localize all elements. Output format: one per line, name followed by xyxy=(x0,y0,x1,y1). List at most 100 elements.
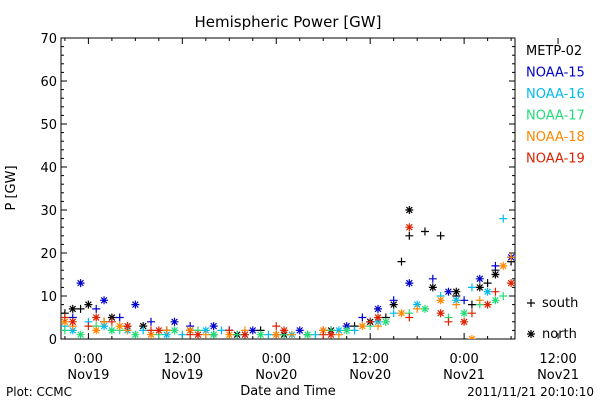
point-south-noaa-15 xyxy=(570,210,578,218)
point-south-noaa-19 xyxy=(107,317,116,326)
plot-frame xyxy=(60,37,516,340)
x-tick-time-label: 0:00 xyxy=(450,352,479,367)
point-south-noaa-19 xyxy=(467,309,476,318)
y-tick-label: 50 xyxy=(40,118,57,133)
point-south-noaa-16 xyxy=(178,330,187,339)
point-north-metp-02 xyxy=(84,300,93,309)
point-north-noaa-17 xyxy=(107,326,116,335)
point-north-noaa-19 xyxy=(436,309,445,318)
point-south-noaa-15 xyxy=(554,232,562,240)
y-tick-label: 60 xyxy=(40,75,57,90)
point-north-noaa-15 xyxy=(374,304,383,313)
series-noaa-19 xyxy=(61,223,586,339)
legend-entry-noaa-18: NOAA-18 xyxy=(526,130,585,145)
series-noaa-18 xyxy=(61,245,586,339)
point-south-noaa-18 xyxy=(374,322,383,331)
point-north-noaa-18 xyxy=(92,326,101,335)
data-marks xyxy=(61,185,600,339)
point-south-noaa-16 xyxy=(264,330,273,339)
point-south-noaa-19 xyxy=(491,287,500,296)
point-north-noaa-18 xyxy=(319,326,328,335)
point-north-noaa-18 xyxy=(272,330,281,339)
point-south-noaa-18 xyxy=(100,317,109,326)
point-north-noaa-19 xyxy=(280,326,289,335)
point-south-noaa-19 xyxy=(147,326,156,335)
series-noaa-15 xyxy=(68,185,600,339)
point-north-noaa-15 xyxy=(342,322,351,331)
point-north-noaa-16 xyxy=(162,330,171,339)
legend-entry-noaa-19: NOAA-19 xyxy=(526,152,585,167)
series-noaa-16 xyxy=(61,209,600,339)
point-south-noaa-19 xyxy=(366,317,375,326)
point-south-noaa-16 xyxy=(523,258,531,266)
x-tick-date-label: Nov20 xyxy=(255,368,297,383)
point-north-noaa-19 xyxy=(374,313,383,322)
point-north-noaa-16 xyxy=(68,326,77,335)
x-tick-date-label: Nov20 xyxy=(349,368,391,383)
point-north-noaa-19 xyxy=(578,240,586,248)
point-north-noaa-17 xyxy=(170,326,179,335)
point-south-metp-02 xyxy=(538,223,546,231)
y-tick-label: 70 xyxy=(40,32,57,47)
x-tick-date-label: Nov19 xyxy=(161,368,203,383)
legend-marker-plus-icon xyxy=(527,299,535,307)
point-north-noaa-15 xyxy=(248,326,257,335)
point-south-noaa-18 xyxy=(452,300,461,309)
footer-source: Plot: CCMC xyxy=(6,385,72,399)
point-north-noaa-19 xyxy=(193,330,202,339)
point-north-noaa-18 xyxy=(225,330,234,339)
point-north-metp-02 xyxy=(428,283,437,292)
point-north-noaa-16 xyxy=(538,271,546,279)
legend-entry-noaa-15: NOAA-15 xyxy=(526,66,585,81)
point-north-noaa-18 xyxy=(570,245,578,253)
point-north-noaa-15 xyxy=(444,287,453,296)
y-tick-label: 20 xyxy=(40,247,57,262)
point-north-noaa-18 xyxy=(499,261,508,270)
y-tick-label: 30 xyxy=(40,204,57,219)
point-north-noaa-16 xyxy=(585,266,593,274)
point-north-noaa-16 xyxy=(483,287,492,296)
point-north-noaa-15 xyxy=(100,296,109,305)
point-south-metp-02 xyxy=(420,227,429,236)
point-north-noaa-19 xyxy=(154,326,163,335)
point-north-noaa-19 xyxy=(531,228,539,236)
point-north-noaa-15 xyxy=(593,185,600,193)
point-south-noaa-16 xyxy=(546,279,554,287)
legend-marker-star-icon xyxy=(527,330,535,338)
point-north-noaa-15 xyxy=(76,279,85,288)
x-tick-time-label: 12:00 xyxy=(164,352,201,367)
point-south-noaa-19 xyxy=(225,326,234,335)
point-south-noaa-18 xyxy=(578,253,586,261)
point-north-noaa-19 xyxy=(460,317,469,326)
point-south-noaa-19 xyxy=(272,322,281,331)
point-north-noaa-17 xyxy=(491,296,500,305)
point-south-noaa-18 xyxy=(287,330,296,339)
point-north-noaa-16 xyxy=(100,322,109,331)
point-north-metp-02 xyxy=(546,271,554,279)
point-south-noaa-16 xyxy=(350,326,359,335)
point-south-noaa-15 xyxy=(491,261,500,270)
point-north-metp-02 xyxy=(68,304,77,313)
point-south-noaa-19 xyxy=(319,330,328,339)
point-north-noaa-18 xyxy=(397,309,406,318)
point-north-noaa-16 xyxy=(201,326,210,335)
x-tick-date-label: Nov19 xyxy=(67,368,109,383)
point-south-metp-02 xyxy=(570,228,578,236)
point-north-noaa-17 xyxy=(420,304,429,313)
point-south-noaa-16 xyxy=(593,275,600,283)
legend-entry-noaa-17: NOAA-17 xyxy=(526,109,585,124)
point-south-noaa-19 xyxy=(186,330,195,339)
point-south-noaa-15 xyxy=(389,296,398,305)
x-axis-label: Date and Time xyxy=(240,384,336,399)
point-north-noaa-15 xyxy=(578,215,586,223)
x-tick-time-label: 12:00 xyxy=(351,352,388,367)
point-north-noaa-16 xyxy=(413,300,422,309)
point-north-noaa-18 xyxy=(61,317,69,326)
point-south-metp-02 xyxy=(554,240,562,248)
point-north-metp-02 xyxy=(107,313,116,322)
point-north-noaa-19 xyxy=(327,330,336,339)
legend-marker-south: south xyxy=(542,296,578,311)
footer-timestamp: 2011/11/21 20:10:10 xyxy=(467,385,594,399)
point-north-noaa-15 xyxy=(170,317,179,326)
point-north-noaa-15 xyxy=(546,189,554,197)
